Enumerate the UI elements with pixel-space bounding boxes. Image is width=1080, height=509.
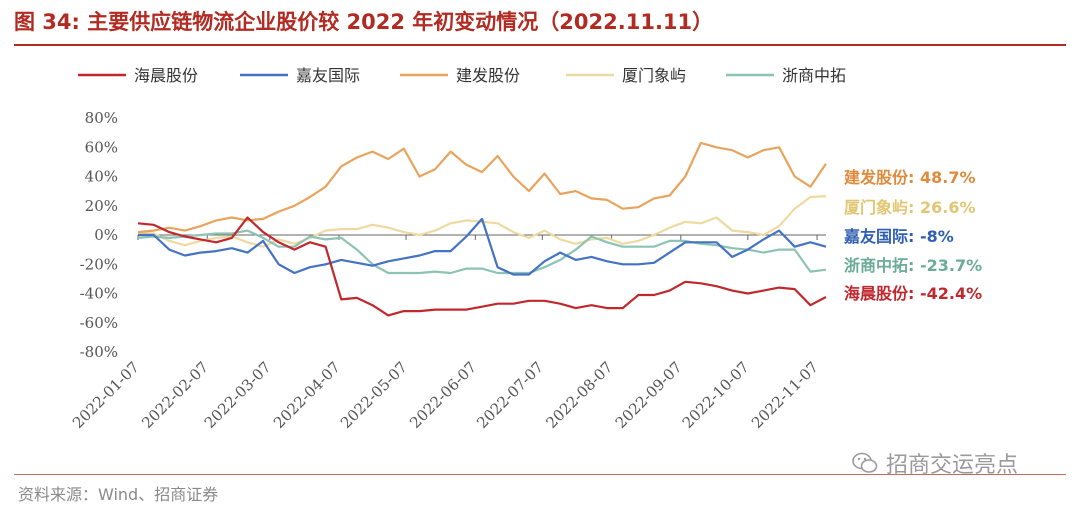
series-end-label: 嘉友国际: -8%	[843, 227, 954, 246]
legend-label: 建发股份	[456, 66, 520, 85]
x-tick-label: 2022-08-07	[543, 358, 617, 432]
y-tick-label: 40%	[85, 168, 118, 186]
x-tick-label: 2022-09-07	[612, 358, 686, 432]
source-note: 资料来源：Wind、招商证券	[18, 485, 219, 504]
series-lines	[137, 141, 827, 317]
series-end-label: 厦门象屿: 26.6%	[844, 198, 975, 217]
series-end-label: 海晨股份: -42.4%	[844, 284, 982, 303]
x-tick-label: 2022-05-07	[337, 358, 411, 432]
footer-divider	[14, 474, 1066, 475]
x-tick-label: 2022-03-07	[201, 358, 275, 432]
y-tick-label: -80%	[80, 343, 118, 361]
chart-legend: 海晨股份 嘉友国际 建发股份 厦门象屿 浙商中拓	[78, 66, 846, 85]
legend-label: 厦门象屿	[622, 66, 686, 85]
y-axis: 80% 60% 40% 20% 0% -20% -40% -60% -80%	[80, 109, 118, 361]
watermark-text: 招商交运亮点	[886, 453, 1019, 478]
x-tick-label: 2022-10-07	[679, 358, 753, 432]
x-tick-label: 2022-07-07	[473, 358, 547, 432]
legend-label: 嘉友国际	[296, 66, 360, 85]
series-line	[137, 229, 827, 275]
legend-label: 浙商中拓	[782, 66, 846, 85]
series-end-label: 浙商中拓: -23.7%	[844, 256, 982, 275]
page-title: 图 34: 主要供应链物流企业股价较 2022 年初变动情况（2022.11.1…	[14, 10, 714, 34]
series-line	[137, 216, 827, 317]
y-tick-label: 20%	[85, 197, 118, 215]
series-end-label: 建发股份: 48.7%	[844, 168, 975, 187]
y-tick-label: -60%	[80, 314, 118, 332]
end-labels: 建发股份: 48.7% 厦门象屿: 26.6% 嘉友国际: -8% 浙商中拓: -23…	[843, 168, 982, 303]
y-tick-label: -20%	[80, 255, 118, 273]
line-chart: 海晨股份 嘉友国际 建发股份 厦门象屿 浙商中拓 80% 60% 40% 20% 0% -20% -…	[69, 66, 982, 432]
x-tick-label: 2022-01-07	[69, 358, 143, 432]
series-line	[138, 217, 827, 276]
y-tick-label: 0%	[94, 226, 118, 244]
legend-label: 海晨股份	[134, 66, 198, 85]
x-tick-label: 2022-04-07	[270, 358, 344, 432]
title-divider	[14, 44, 1066, 46]
y-tick-label: 80%	[85, 109, 118, 127]
watermark: 招商交运亮点	[852, 447, 1018, 479]
y-tick-label: 60%	[85, 138, 118, 156]
x-tick-label: 2022-06-07	[406, 358, 480, 432]
y-tick-label: -40%	[80, 285, 118, 303]
x-tick-label: 2022-11-07	[748, 358, 822, 432]
x-axis: 2022-01-072022-02-072022-03-072022-04-07…	[69, 234, 826, 432]
series-line	[137, 141, 827, 234]
wechat-icon	[852, 452, 878, 473]
